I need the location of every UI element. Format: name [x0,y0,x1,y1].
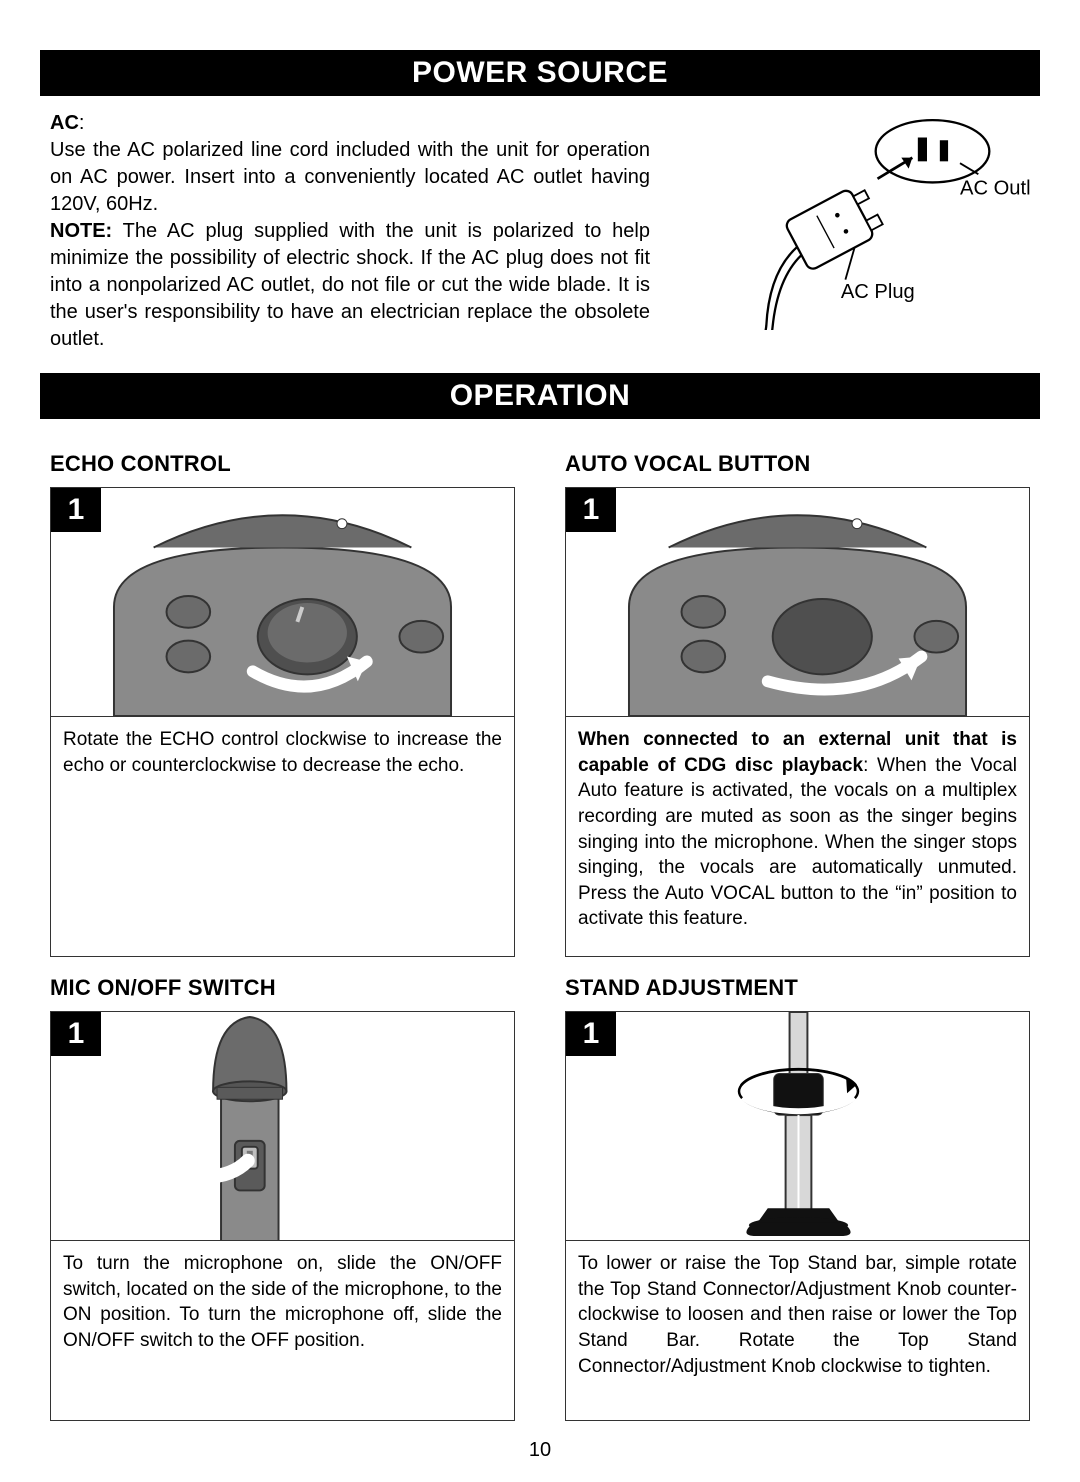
auto-vocal-step: 1 [566,488,616,532]
outlet-label: AC Outlet [960,177,1030,199]
power-source-text: AC: Use the AC polarized line cord inclu… [50,110,650,353]
stand-step: 1 [566,1012,616,1056]
plug-label: AC Plug [841,281,915,303]
power-body: Use the AC polarized line cord included … [50,139,650,215]
auto-vocal-caption: When connected to an external unit that … [565,717,1030,957]
section-header-operation: OPERATION [40,373,1040,419]
mic-title: MIC ON/OFF SWITCH [50,975,515,1001]
echo-title: ECHO CONTROL [50,451,515,477]
page-number: 10 [40,1439,1040,1462]
mic-step: 1 [51,1012,101,1056]
echo-image: 1 [50,487,515,717]
note-body: The AC plug supplied with the unit is po… [50,220,650,350]
power-source-block: AC: Use the AC polarized line cord inclu… [40,110,1040,353]
note-label: NOTE: [50,220,112,242]
echo-caption: Rotate the ECHO control clockwise to inc… [50,717,515,957]
operation-columns: ECHO CONTROL 1 [40,433,1040,1421]
stand-caption: To lower or raise the Top Stand bar, sim… [565,1241,1030,1421]
section-header-power: POWER SOURCE [40,50,1040,96]
mic-caption: To turn the microphone on, slide the ON/… [50,1241,515,1421]
echo-step: 1 [51,488,101,532]
auto-vocal-image: 1 [565,487,1030,717]
mic-image: 1 [50,1011,515,1241]
ac-plug-illustration: AC Outlet AC Plug [670,110,1030,330]
ac-label: AC [50,112,79,134]
stand-title: STAND ADJUSTMENT [565,975,1030,1001]
auto-vocal-caption-rest: : When the Vocal Auto feature is activat… [578,755,1017,930]
stand-image: 1 [565,1011,1030,1241]
auto-vocal-title: AUTO VOCAL BUTTON [565,451,1030,477]
right-column: AUTO VOCAL BUTTON 1 [565,433,1030,1421]
left-column: ECHO CONTROL 1 [50,433,515,1421]
manual-page: POWER SOURCE AC: Use the AC polarized li… [0,0,1080,1482]
